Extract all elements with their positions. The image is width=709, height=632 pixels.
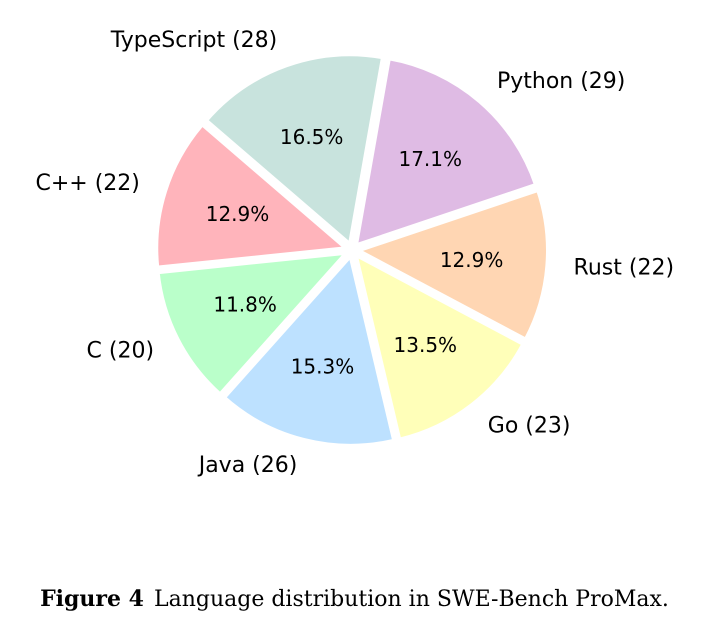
category-label-c: C (20) bbox=[87, 339, 155, 364]
percent-label-cpp: 12.9% bbox=[206, 202, 270, 226]
percent-labels: 17.1% 12.9% 13.5% 15.3% 11.8% 12.9% 16.5% bbox=[206, 125, 504, 378]
category-label-java: Java (26) bbox=[197, 453, 298, 478]
percent-label-rust: 12.9% bbox=[440, 248, 504, 272]
slice-python bbox=[353, 56, 539, 248]
category-label-go: Go (23) bbox=[488, 414, 571, 439]
slice-java bbox=[221, 253, 397, 448]
slice-c bbox=[155, 250, 349, 397]
category-labels: Python (29) Rust (22) Go (23) Java (26) C (2… bbox=[35, 28, 674, 478]
percent-label-go: 13.5% bbox=[394, 333, 458, 357]
category-label-python: Python (29) bbox=[497, 69, 625, 94]
slice-go bbox=[353, 252, 526, 442]
caption-text: Language distribution in SWE-Bench ProMa… bbox=[153, 587, 669, 612]
slice-cpp bbox=[154, 122, 349, 270]
percent-label-python: 17.1% bbox=[398, 147, 462, 171]
percent-label-typescript: 16.5% bbox=[280, 125, 344, 149]
figure-number: Figure 4 bbox=[40, 586, 144, 612]
slice-rust bbox=[355, 187, 550, 342]
figure-caption: Figure 4 Language distribution in SWE-Ben… bbox=[0, 586, 709, 612]
category-label-rust: Rust (22) bbox=[574, 256, 674, 281]
slice-typescript bbox=[203, 52, 385, 247]
percent-label-java: 15.3% bbox=[291, 354, 355, 378]
category-label-cpp: C++ (22) bbox=[35, 171, 139, 196]
percent-label-c: 11.8% bbox=[213, 293, 277, 317]
category-label-typescript: TypeScript (28) bbox=[110, 28, 278, 53]
pie-slices bbox=[154, 52, 550, 448]
pie-chart: 17.1% 12.9% 13.5% 15.3% 11.8% 12.9% 16.5% Pyth… bbox=[35, 28, 674, 478]
